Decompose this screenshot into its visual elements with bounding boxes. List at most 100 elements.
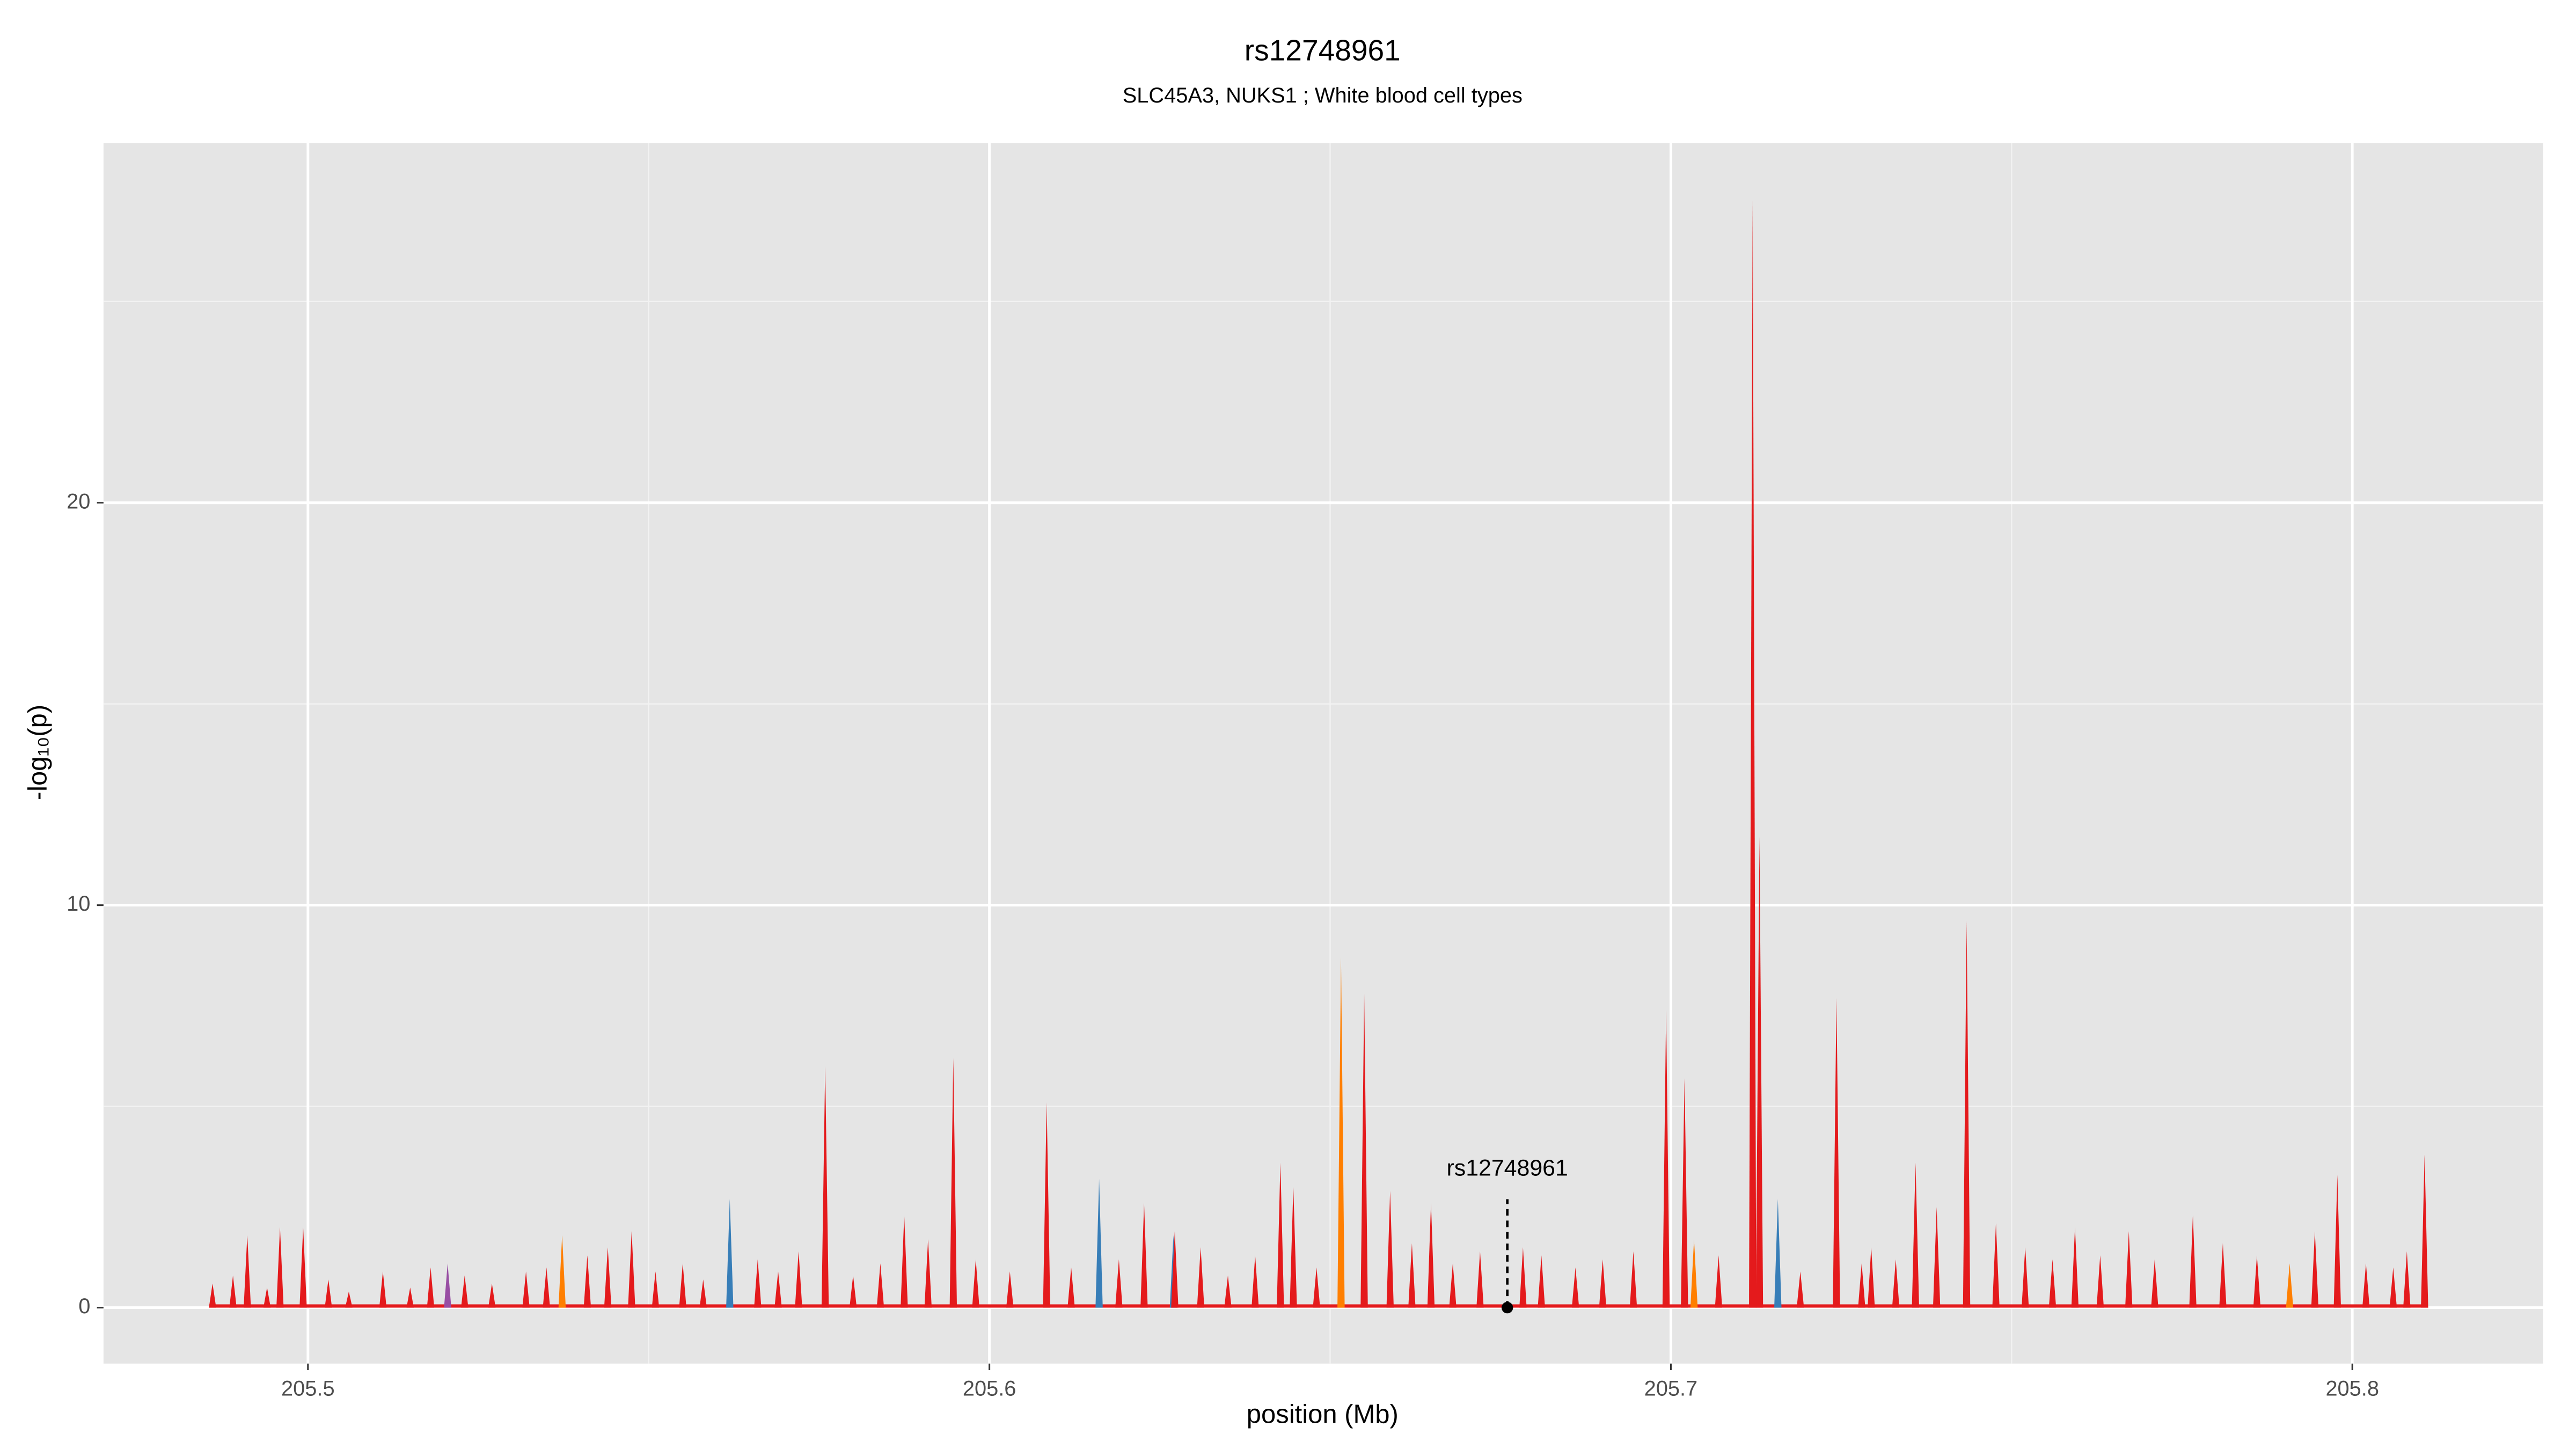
spike — [1360, 993, 1368, 1308]
spike — [2403, 1251, 2411, 1308]
spike — [1224, 1275, 1232, 1308]
spike — [1095, 1179, 1103, 1308]
spike — [1386, 1191, 1394, 1308]
spike — [1892, 1259, 1900, 1308]
spike — [244, 1235, 251, 1308]
spike — [1252, 1255, 1259, 1308]
spike — [2189, 1215, 2197, 1308]
spike — [558, 1235, 566, 1308]
spike — [972, 1259, 979, 1308]
spike — [1715, 1255, 1723, 1308]
spike — [543, 1267, 550, 1308]
marks — [209, 201, 2428, 1308]
spike — [1833, 998, 1840, 1308]
spike — [263, 1287, 271, 1308]
spike — [2219, 1243, 2227, 1308]
spike — [699, 1279, 707, 1308]
spike — [1858, 1263, 1865, 1308]
spike — [849, 1275, 857, 1308]
spike — [2286, 1263, 2294, 1308]
spike — [2389, 1267, 2397, 1308]
spike — [2125, 1231, 2133, 1308]
spike — [345, 1291, 353, 1308]
chart-title: rs12748961 — [1245, 34, 1401, 67]
spike — [2421, 1154, 2428, 1308]
x-tick-label: 205.8 — [2325, 1377, 2379, 1400]
spike — [652, 1271, 660, 1308]
spike — [2071, 1227, 2079, 1308]
spike — [1571, 1267, 1579, 1308]
spike — [2096, 1255, 2104, 1308]
spike — [1337, 957, 1345, 1308]
spike — [628, 1231, 635, 1308]
spike — [1006, 1271, 1014, 1308]
plot-panel — [103, 143, 2543, 1364]
spike — [1599, 1259, 1607, 1308]
spike — [1912, 1162, 1920, 1308]
spike — [1629, 1251, 1637, 1308]
y-axis-label: -log₁₀(p) — [23, 705, 52, 800]
spike — [949, 1058, 957, 1308]
spike — [774, 1271, 782, 1308]
spike — [754, 1259, 762, 1308]
spike — [1140, 1203, 1148, 1308]
y-tick-label: 10 — [67, 892, 90, 916]
spike — [1796, 1271, 1804, 1308]
x-tick-label: 205.6 — [963, 1377, 1016, 1400]
spike — [488, 1283, 496, 1308]
spike — [2021, 1247, 2029, 1308]
spike — [1043, 1102, 1051, 1308]
x-axis-label: position (Mb) — [1247, 1400, 1399, 1429]
spike — [1449, 1263, 1457, 1308]
spike — [1963, 921, 1971, 1308]
x-tick-label: 205.5 — [281, 1377, 335, 1400]
x-tick-label: 205.7 — [1644, 1377, 1698, 1400]
spike — [901, 1215, 908, 1308]
spike — [1749, 201, 1757, 1308]
spike — [1277, 1162, 1284, 1308]
spike — [1115, 1259, 1123, 1308]
spike — [276, 1227, 284, 1308]
spike — [1519, 1247, 1527, 1308]
spike — [679, 1263, 686, 1308]
spike — [1427, 1203, 1435, 1308]
spike — [1171, 1231, 1179, 1308]
spike — [1197, 1247, 1204, 1308]
spike — [1681, 1078, 1688, 1308]
y-tick-label: 0 — [78, 1294, 90, 1318]
spike — [1538, 1255, 1545, 1308]
spike — [876, 1263, 884, 1308]
y-tick-label: 20 — [67, 489, 90, 513]
spike — [1868, 1247, 1875, 1308]
spike — [461, 1275, 469, 1308]
spike — [2362, 1263, 2370, 1308]
spike — [1408, 1243, 1416, 1308]
spike — [795, 1251, 802, 1308]
spike — [522, 1271, 530, 1308]
spike — [325, 1279, 332, 1308]
spike — [229, 1275, 237, 1308]
spike — [2311, 1231, 2319, 1308]
spike — [1313, 1267, 1320, 1308]
spike — [1067, 1267, 1075, 1308]
spike — [604, 1247, 612, 1308]
spike — [209, 1283, 216, 1308]
spike — [2253, 1255, 2261, 1308]
spike — [1290, 1187, 1297, 1308]
spike — [1476, 1251, 1484, 1308]
spike — [1690, 1239, 1698, 1308]
spike — [427, 1267, 435, 1308]
spike — [444, 1263, 451, 1308]
spike — [1774, 1199, 1782, 1308]
spike — [379, 1271, 387, 1308]
spike — [583, 1255, 591, 1308]
spike — [2151, 1259, 2158, 1308]
spike — [299, 1227, 307, 1308]
spike — [2333, 1175, 2341, 1308]
spike — [2048, 1259, 2057, 1308]
spike — [821, 1066, 829, 1308]
spike — [1933, 1207, 1941, 1308]
annotation-label: rs12748961 — [1447, 1155, 1568, 1181]
spike — [406, 1287, 414, 1308]
